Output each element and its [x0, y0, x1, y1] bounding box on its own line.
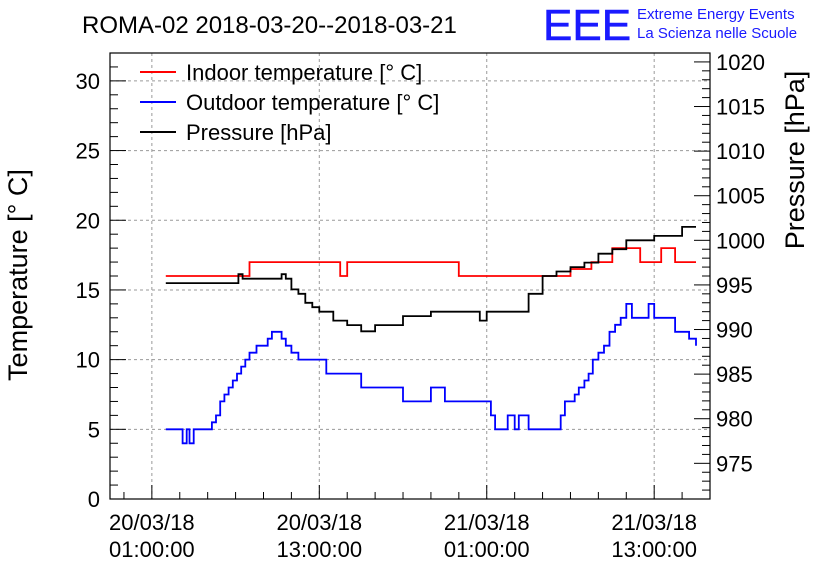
- right-tick-label: 975: [716, 451, 753, 476]
- x-tick-label-time: 01:00:00: [109, 537, 195, 562]
- left-axis-label: Temperature [° C]: [3, 169, 33, 381]
- x-tick-label-time: 01:00:00: [444, 537, 530, 562]
- logo-line-2: La Scienza nelle Scuole: [637, 25, 797, 42]
- right-tick-label: 990: [716, 318, 753, 343]
- right-tick-label: 1010: [716, 139, 765, 164]
- x-tick-label-date: 21/03/18: [611, 510, 697, 535]
- legend-label-indoor: Indoor temperature [° C]: [186, 60, 422, 85]
- left-tick-label: 10: [76, 348, 100, 373]
- series-line-indoor-temperature: [165, 247, 696, 277]
- logo-line-1: Extreme Energy Events: [637, 6, 795, 23]
- right-axis-label: Pressure [hPa]: [780, 71, 810, 250]
- left-tick-label: 0: [88, 487, 100, 512]
- x-tick-label-date: 20/03/18: [109, 510, 195, 535]
- left-tick-label: 30: [76, 69, 100, 94]
- legend: Indoor temperature [° C] Outdoor tempera…: [140, 60, 439, 145]
- right-tick-label: 1000: [716, 228, 765, 253]
- grid-layer: [110, 53, 710, 499]
- chart-title: ROMA-02 2018-03-20--2018-03-21: [82, 12, 457, 39]
- right-tick-label: 1020: [716, 50, 765, 75]
- left-tick-label: 20: [76, 208, 100, 233]
- x-tick-label-time: 13:00:00: [276, 537, 362, 562]
- left-tick-label: 25: [76, 139, 100, 164]
- legend-label-outdoor: Outdoor temperature [° C]: [186, 90, 439, 115]
- x-tick-label-time: 13:00:00: [611, 537, 697, 562]
- logo: EEE Extreme Energy Events La Scienza nel…: [543, 1, 797, 51]
- tick-layer: 20/03/1801:00:0020/03/1813:00:0021/03/18…: [76, 50, 765, 562]
- x-tick-label-date: 21/03/18: [444, 510, 530, 535]
- left-tick-label: 5: [88, 417, 100, 442]
- x-tick-label-date: 20/03/18: [276, 510, 362, 535]
- right-tick-label: 985: [716, 362, 753, 387]
- left-tick-label: 15: [76, 278, 100, 303]
- right-tick-label: 1005: [716, 184, 765, 209]
- series-line-outdoor-temperature: [165, 303, 697, 445]
- legend-label-pressure: Pressure [hPa]: [186, 120, 332, 145]
- right-tick-label: 1015: [716, 95, 765, 120]
- right-tick-label: 980: [716, 407, 753, 432]
- series-line-pressure: [165, 226, 696, 333]
- series-layer: [165, 226, 697, 445]
- right-tick-label: 995: [716, 273, 753, 298]
- logo-letters: EEE: [543, 1, 631, 50]
